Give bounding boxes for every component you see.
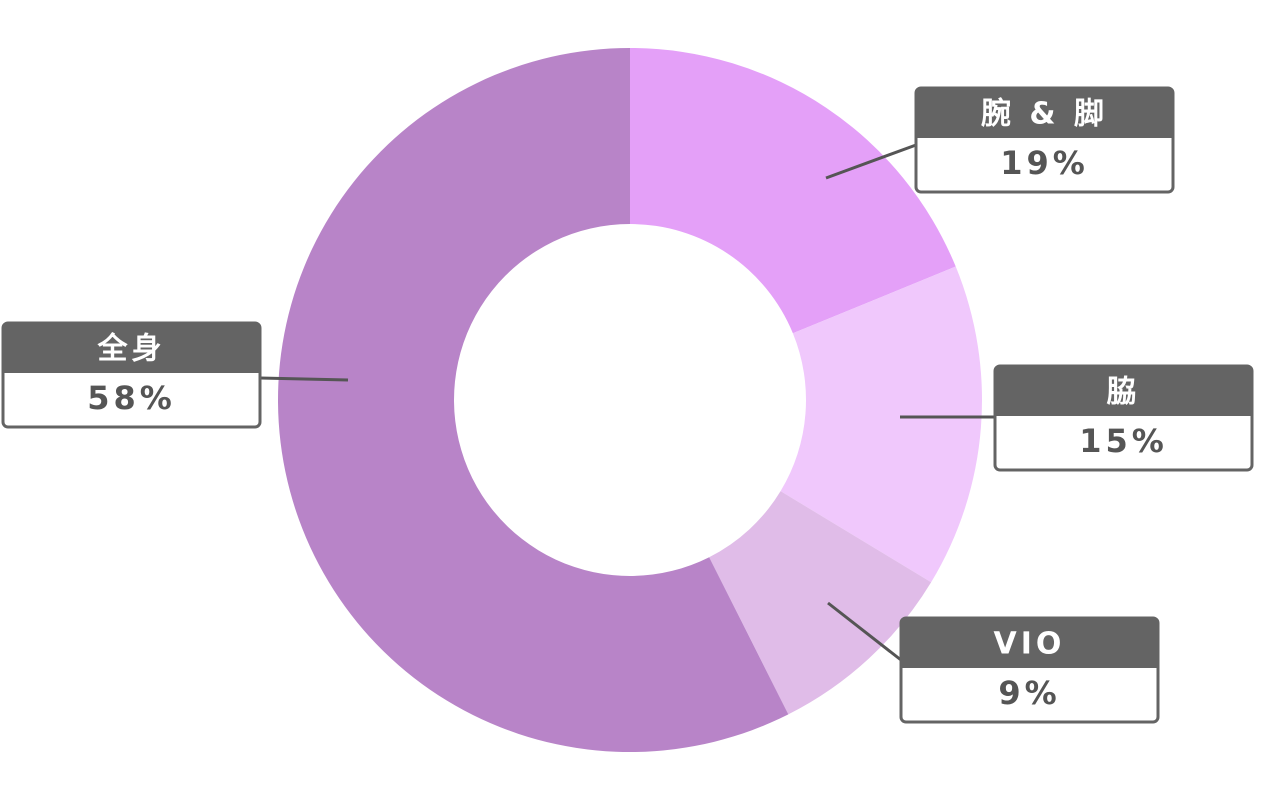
slice	[709, 491, 932, 715]
value-label: 19%	[1000, 144, 1089, 182]
slice	[277, 48, 789, 752]
category-label: 全身	[97, 332, 166, 367]
value-label: 9%	[998, 674, 1060, 712]
leader-line	[827, 601, 902, 662]
callout-header	[995, 366, 1252, 416]
leader-line	[825, 143, 917, 180]
callout-header	[901, 618, 1158, 668]
category-label: 腕 & 脚	[981, 97, 1108, 132]
value-label: 15%	[1079, 422, 1168, 460]
leader-line	[259, 376, 349, 382]
slice	[780, 266, 982, 583]
category-label: VIO	[994, 627, 1066, 662]
category-label: 脇	[1107, 375, 1141, 410]
callout-header	[3, 323, 260, 373]
slice	[630, 48, 956, 334]
value-label: 58%	[87, 379, 176, 417]
callout-header	[916, 88, 1173, 138]
